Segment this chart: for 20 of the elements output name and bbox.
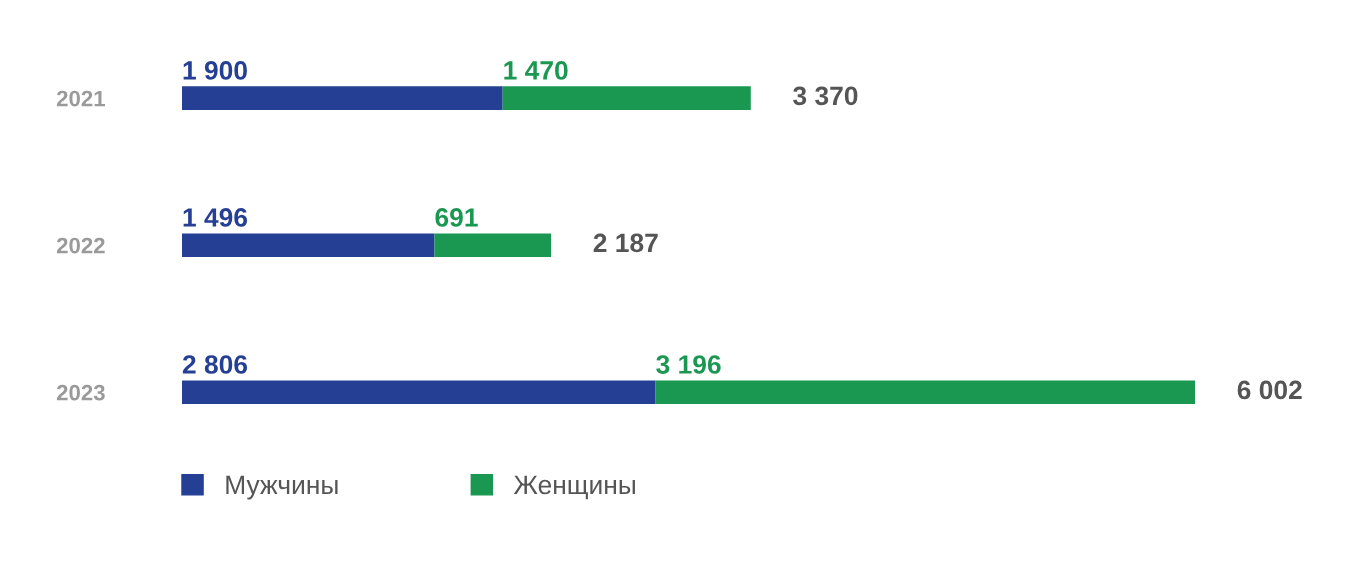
legend-label: Женщины [513,475,635,500]
y-tick-label: 2021 [56,90,105,107]
bar [181,380,656,404]
legend-label: Мужчины [226,475,338,500]
total-label: 6 002 [1237,380,1302,400]
data-label: 1 900 [183,61,247,80]
data-label: 3 196 [656,355,721,374]
bar [434,233,552,257]
bar [181,86,503,110]
y-tick-label: 2022 [56,237,105,254]
bar [181,233,435,257]
bar [502,86,751,110]
data-label: 691 [435,208,478,227]
y-tick-label: 2023 [56,384,105,401]
bar [655,380,1196,404]
data-label: 1 470 [504,61,568,80]
data-label: 2 806 [182,355,248,374]
data-label: 1 496 [183,208,248,227]
total-label: 3 370 [793,86,858,106]
total-label: 2 187 [593,233,658,253]
